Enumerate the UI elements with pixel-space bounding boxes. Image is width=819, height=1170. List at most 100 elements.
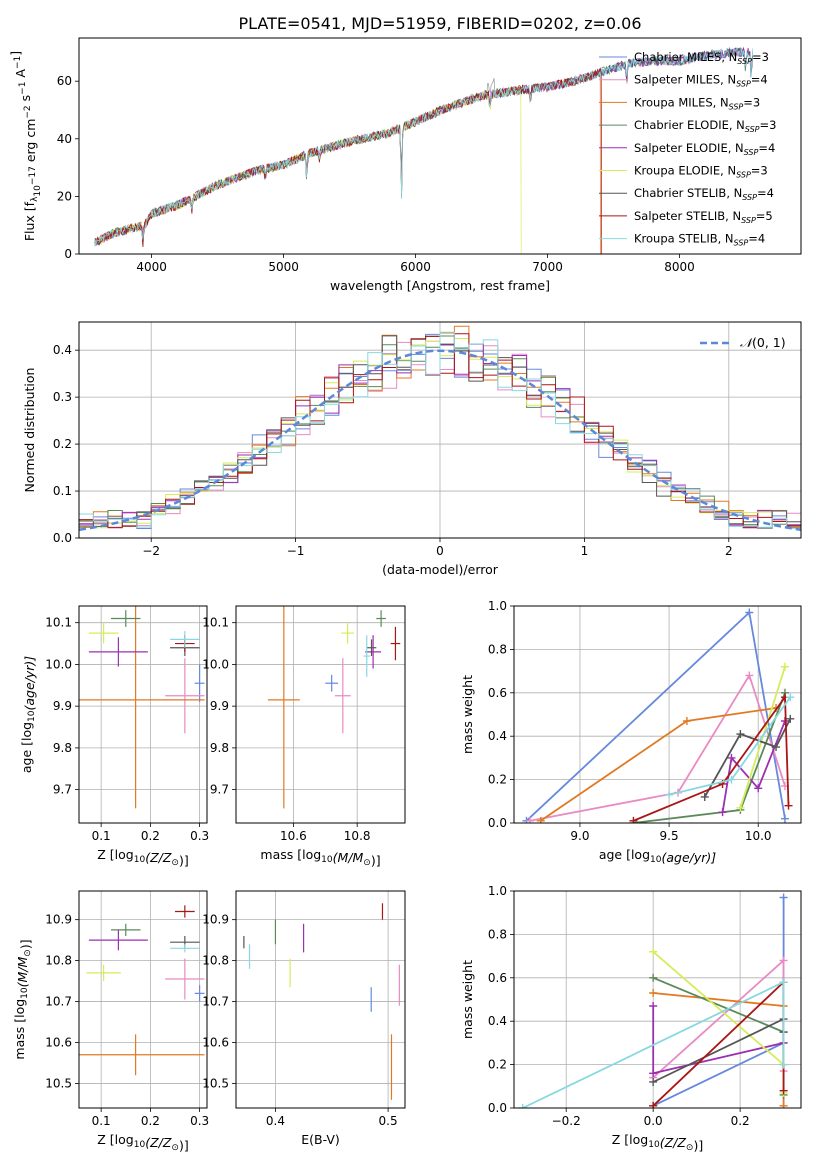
x-tick-label: 0 xyxy=(436,544,444,558)
x-tick-label: 1 xyxy=(581,544,589,558)
error-point-kroupa-miles xyxy=(267,606,300,809)
x-tick-label: 9.0 xyxy=(570,829,589,843)
weight-marker xyxy=(779,978,788,987)
x-tick-label: −1 xyxy=(287,544,305,558)
y-tick-label: 0.2 xyxy=(488,1058,507,1072)
weight-marker xyxy=(536,816,545,823)
error-point-chabrier-miles xyxy=(325,674,339,692)
legend-label: Chabrier ELODIE, NSSP=3 xyxy=(634,118,776,134)
axes-frame xyxy=(235,605,406,824)
y-tick-label: 0 xyxy=(64,247,72,261)
weight-marker xyxy=(649,1077,658,1086)
error-point-chabrier-elodie xyxy=(111,610,141,627)
age-vs-mass-panel: 10.6 10.8 9.7 9.8 9.9 10.0 10.1 mass [log10(M/M… xyxy=(202,605,406,868)
legend-label: Chabrier STELIB, NSSP=4 xyxy=(634,186,774,202)
weight-marker xyxy=(649,1069,658,1078)
y-axis-label: age [log10(age/yr)] xyxy=(19,656,37,773)
error-point-chabrier-elodie xyxy=(111,923,141,937)
weight-marker xyxy=(518,1104,527,1108)
plot-area xyxy=(79,606,205,809)
x-tick-label: 0.2 xyxy=(731,1114,750,1128)
residuals-legend: 𝒩(0, 1) xyxy=(700,335,786,350)
plot-area xyxy=(243,903,400,1100)
x-axis-label: Z [log10(Z/Z⊙)] xyxy=(97,1132,188,1153)
weight-series-kroupa-stelib xyxy=(665,693,795,799)
legend-label: Salpeter MILES, NSSP=4 xyxy=(634,73,768,89)
y-axis-label: mass [log10(M/M⊙)] xyxy=(12,939,33,1059)
x-tick-label: 0.5 xyxy=(379,1114,398,1128)
weight-marker xyxy=(772,743,781,752)
x-tick-label: 4000 xyxy=(136,260,167,274)
error-point-salpeter-stelib xyxy=(390,626,401,661)
y-tick-label: 9.9 xyxy=(53,699,72,713)
weight-marker xyxy=(649,973,658,982)
x-tick-label: 2 xyxy=(725,544,733,558)
weight-marker xyxy=(786,714,795,723)
y-tick-label: 9.8 xyxy=(53,741,72,755)
x-tick-label: 5000 xyxy=(268,260,299,274)
y-tick-label: 10.1 xyxy=(202,616,229,630)
x-tick-label: 0.1 xyxy=(92,1114,111,1128)
y-tick-label: 10.0 xyxy=(45,657,72,671)
legend-label: Kroupa STELIB, NSSP=4 xyxy=(634,232,765,248)
axes-frame xyxy=(513,605,802,824)
legend-label: Kroupa ELODIE, NSSP=3 xyxy=(634,164,768,180)
x-axis-label: wavelength [Angstrom, rest frame] xyxy=(330,278,550,293)
y-tick-label: 9.9 xyxy=(210,699,229,713)
x-axis-label: Z [log10(Z/Z⊙)] xyxy=(612,1132,703,1153)
weight-marker xyxy=(649,1101,658,1108)
weight-marker xyxy=(779,1060,788,1069)
error-point-chabrier-miles xyxy=(194,985,205,1002)
residuals-histogram-panel: 𝒩(0, 1) −2 −1 0 1 2 0.0 0.1 0.2 0.3 0.4 (data-model… xyxy=(22,321,802,577)
y-tick-label: 0.6 xyxy=(488,971,507,985)
spectrum-legend: Chabrier MILES, NSSP=3 Salpeter MILES, NS… xyxy=(599,50,776,248)
y-tick-label: 10.1 xyxy=(45,616,72,630)
y-tick-label: 10.9 xyxy=(45,913,72,927)
plot-area xyxy=(267,606,401,809)
y-axis-label: Flux [fλ10−17 erg cm−2 s−1 A−1] xyxy=(8,51,43,241)
weight-marker xyxy=(718,808,727,817)
error-point-kroupa-miles xyxy=(79,1034,205,1076)
legend-label: 𝒩(0, 1) xyxy=(740,335,786,350)
y-tick-label: 10.9 xyxy=(202,913,229,927)
weight-marker xyxy=(745,608,754,617)
error-point-salpeter-stelib xyxy=(175,905,195,918)
weight-marker xyxy=(786,693,795,702)
weight-marker xyxy=(736,730,745,739)
y-tick-label: 10.7 xyxy=(202,995,229,1009)
mass-vs-extinction-panel: 0.4 0.5 10.5 10.6 10.7 10.8 10.9 E(B-V) xyxy=(202,890,406,1147)
error-point-chabrier-elodie xyxy=(376,610,386,627)
y-tick-label: 0.2 xyxy=(488,773,507,787)
weight-marker xyxy=(526,816,535,823)
weight-line xyxy=(703,718,792,798)
y-tick-label: 10.5 xyxy=(45,1076,72,1090)
plot-area xyxy=(79,325,801,538)
weight-marker xyxy=(629,816,638,823)
weight-marker xyxy=(700,792,709,801)
x-tick-label: 8000 xyxy=(664,260,695,274)
mass-weight-vs-metallicity-panel: −0.2 0.0 0.2 0.0 0.2 0.4 0.6 0.8 1.0 Z [log10(Z/Z… xyxy=(460,884,802,1153)
plot-area xyxy=(94,46,754,254)
y-tick-label: 1.0 xyxy=(488,884,507,898)
weight-marker xyxy=(779,1086,788,1095)
x-tick-label: 0.3 xyxy=(190,829,209,843)
y-tick-label: 0.8 xyxy=(488,642,507,656)
weight-marker xyxy=(745,671,754,680)
spectrum-panel: Chabrier MILES, NSSP=3 Salpeter MILES, NS… xyxy=(8,37,802,293)
weight-marker xyxy=(780,662,789,671)
x-tick-label: 0.3 xyxy=(190,1114,209,1128)
model-spectrum-kroupa-elodie xyxy=(94,85,522,254)
y-tick-label: 60 xyxy=(57,74,72,88)
error-point-kroupa-stelib xyxy=(170,631,200,648)
plot-area xyxy=(79,905,205,1076)
figure-title: PLATE=0541, MJD=51959, FIBERID=0202, z=0… xyxy=(238,14,641,33)
y-tick-label: 0.4 xyxy=(488,1014,507,1028)
y-tick-label: 10.8 xyxy=(45,954,72,968)
error-point-kroupa-elodie xyxy=(88,622,119,644)
x-tick-label: −0.2 xyxy=(552,1114,581,1128)
weight-marker xyxy=(779,893,788,902)
x-tick-label: 0.4 xyxy=(266,1114,285,1128)
y-tick-label: 10.7 xyxy=(45,995,72,1009)
y-tick-label: 10.0 xyxy=(202,657,229,671)
y-tick-label: 10.6 xyxy=(45,1035,72,1049)
